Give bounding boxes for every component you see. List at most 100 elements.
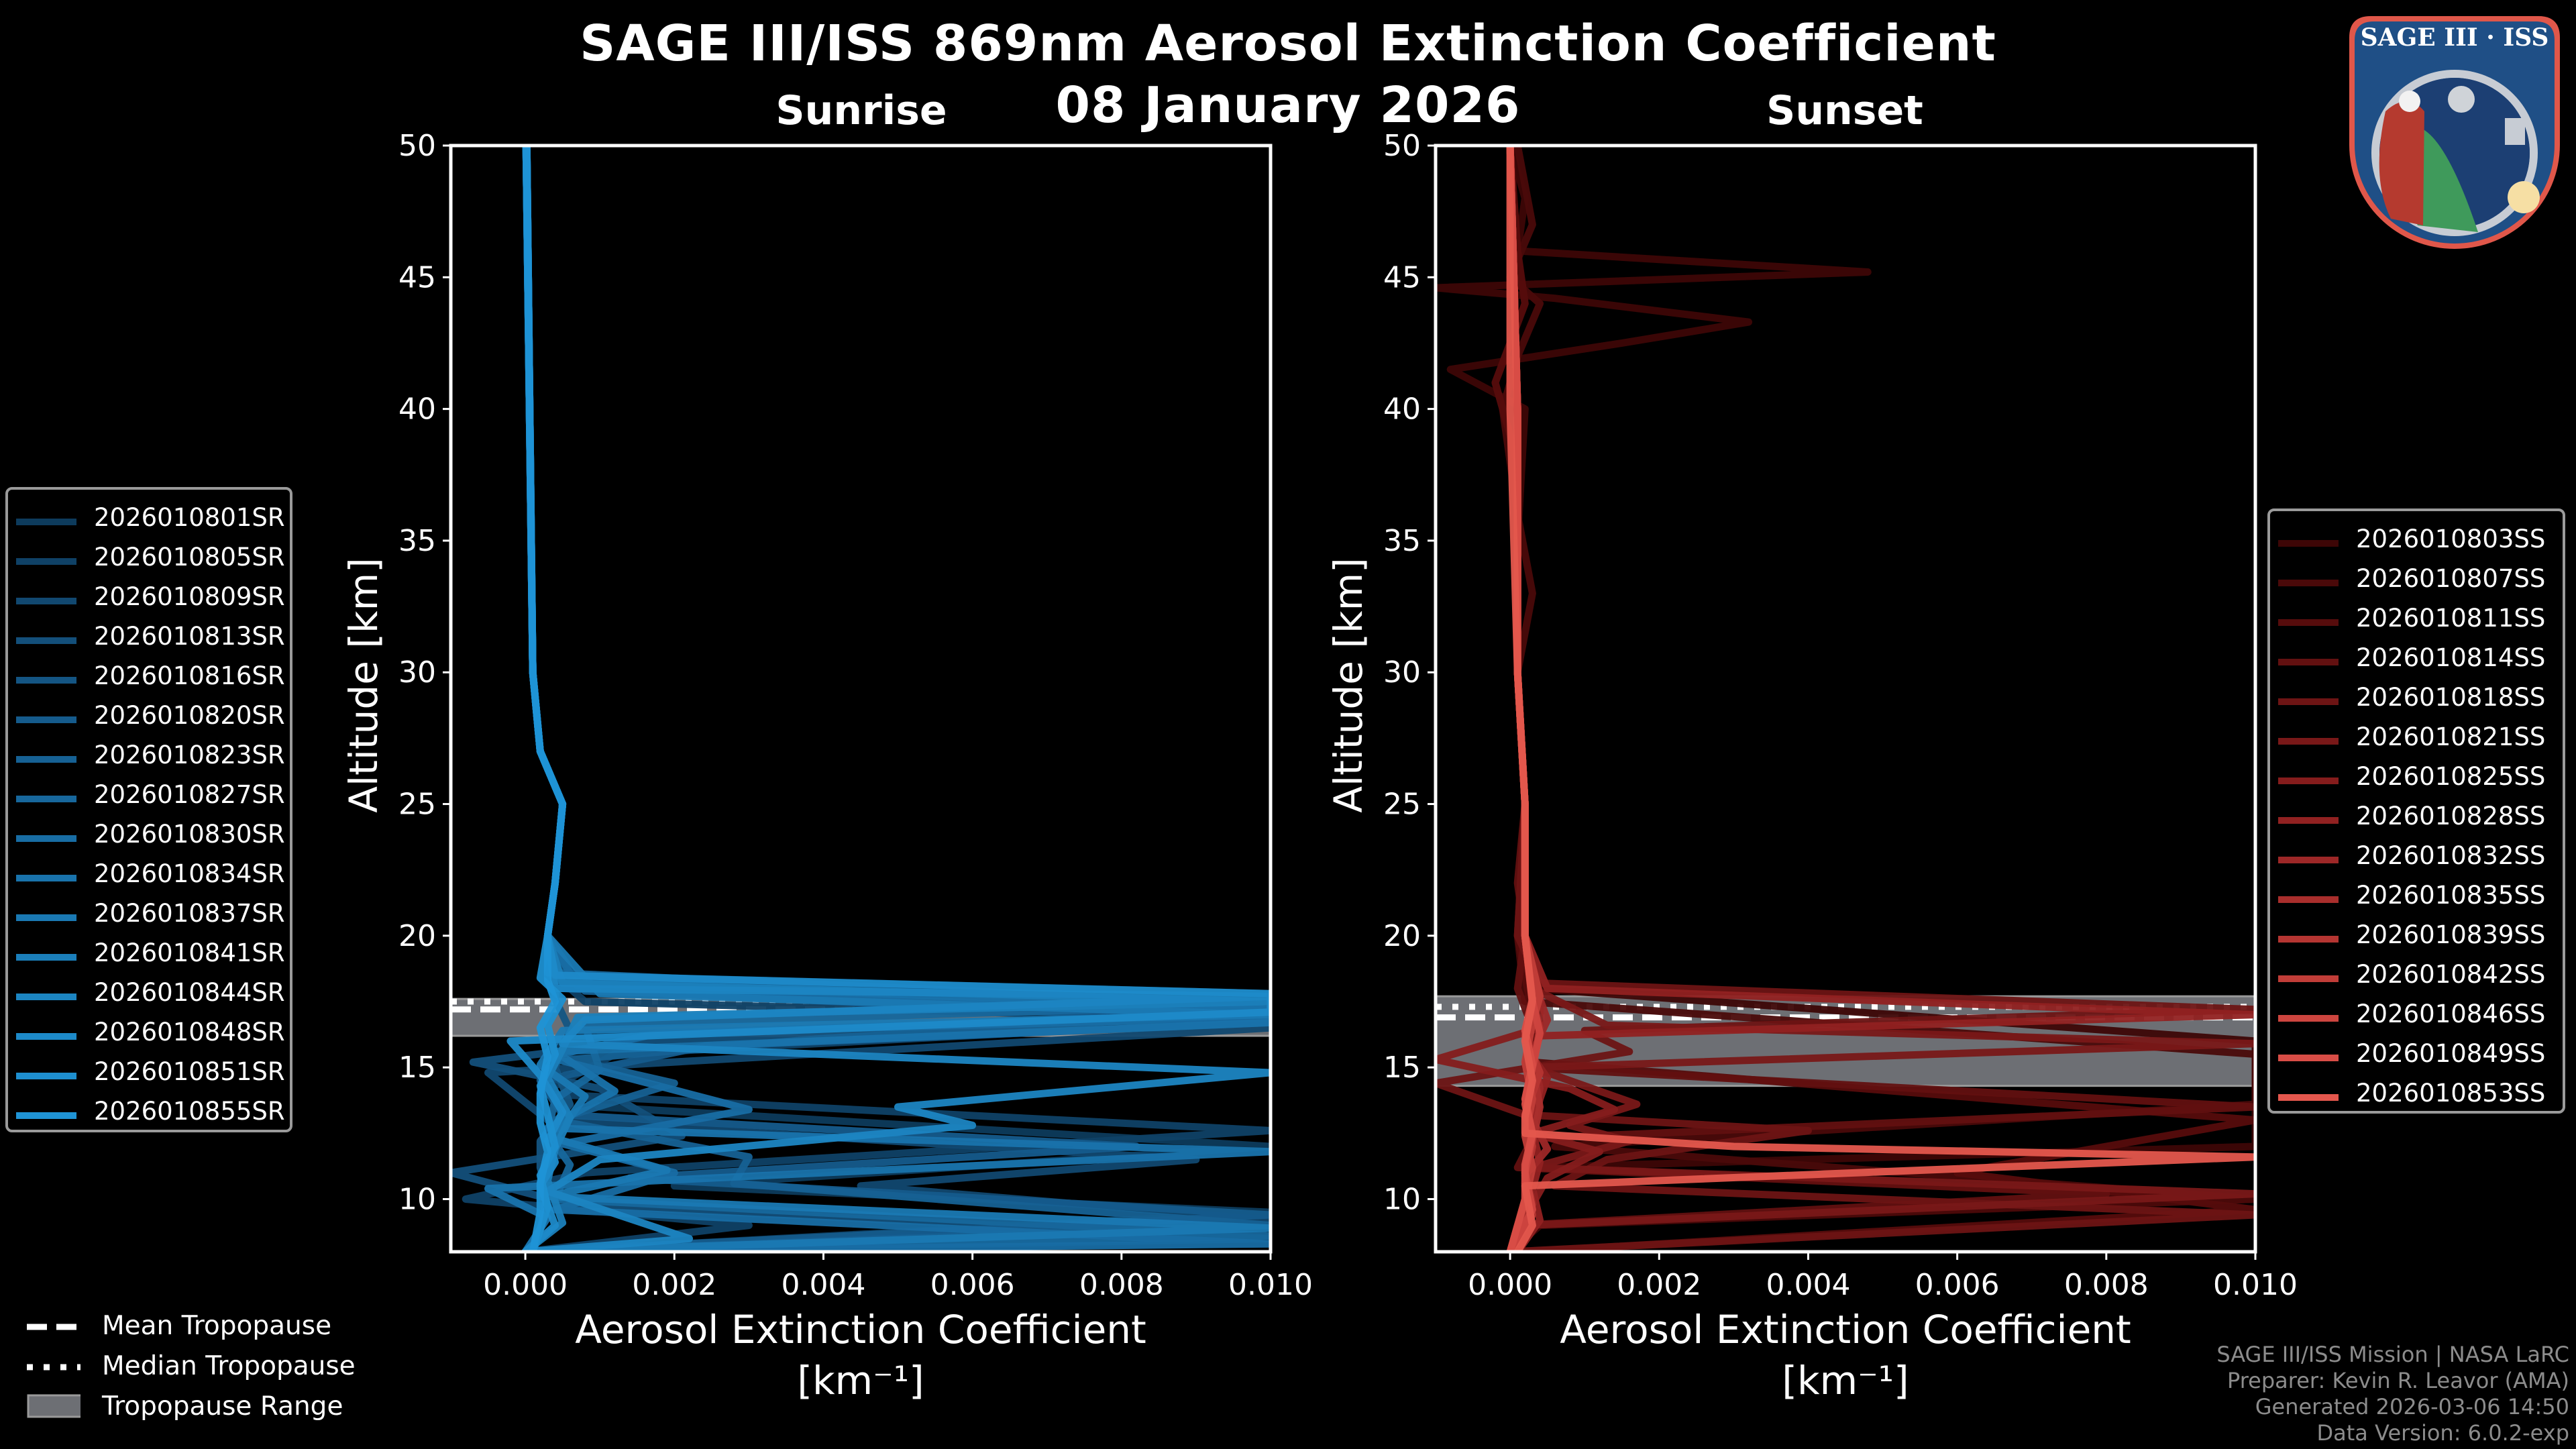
legend-item-median-tropopause: Median Tropopause — [20, 1348, 396, 1389]
x-tick-label: 0.010 — [1228, 1268, 1313, 1302]
legend-item: 2026010851SR — [8, 1056, 290, 1095]
iss-icon — [2505, 118, 2525, 145]
series-line-2026010855SR — [523, 146, 567, 1252]
legend-item: 2026010848SR — [8, 1016, 290, 1056]
legend-swatch — [2278, 540, 2339, 547]
legend-swatch — [2278, 738, 2339, 745]
legend-swatch — [16, 796, 76, 802]
dashed-line-icon — [27, 1324, 80, 1330]
y-tick-label: 40 — [398, 392, 436, 427]
y-tick-label: 25 — [1383, 788, 1421, 822]
legend-swatch — [2278, 580, 2339, 586]
legend-swatch — [2278, 975, 2339, 982]
legend-label: 2026010855SR — [94, 1097, 285, 1126]
sunset-legend: 2026010803SS 2026010807SS 2026010811SS 2026… — [2267, 508, 2565, 1114]
legend-item: 2026010823SR — [8, 739, 290, 779]
legend-label: 2026010832SS — [2356, 841, 2546, 870]
legend-swatch — [16, 558, 76, 565]
x-tick-label: 0.002 — [632, 1268, 716, 1302]
axes-frame — [1434, 144, 2257, 1254]
legend-label: 2026010818SS — [2356, 683, 2546, 712]
legend-item: 2026010839SS — [2270, 919, 2563, 959]
legend-item: 2026010842SS — [2270, 959, 2563, 998]
legend-label: 2026010849SS — [2356, 1039, 2546, 1068]
legend-label: 2026010844SR — [94, 978, 285, 1007]
legend-swatch — [2278, 698, 2339, 705]
legend-label: Mean Tropopause — [102, 1311, 332, 1341]
y-tick-label: 35 — [1383, 524, 1421, 558]
legend-label: 2026010814SS — [2356, 643, 2546, 672]
legend-item-tropopause-range: Tropopause Range — [20, 1389, 396, 1429]
legend-label: 2026010828SS — [2356, 802, 2546, 830]
legend-label: 2026010848SR — [94, 1018, 285, 1046]
y-tick-label: 35 — [398, 524, 436, 558]
legend-item: 2026010834SR — [8, 858, 290, 898]
legend-item: 2026010805SR — [8, 541, 290, 581]
legend-swatch — [16, 519, 76, 525]
plot-area — [451, 146, 1271, 1252]
legend-label: 2026010809SR — [94, 582, 285, 611]
legend-swatch — [2278, 1055, 2339, 1061]
legend-swatch — [2278, 777, 2339, 784]
legend-label: 2026010842SS — [2356, 960, 2546, 989]
legend-label: 2026010830SR — [94, 820, 285, 849]
y-tick-label: 45 — [1383, 260, 1421, 294]
legend-item: 2026010830SR — [8, 818, 290, 858]
legend-label: 2026010803SS — [2356, 525, 2546, 553]
legend-label: 2026010835SS — [2356, 881, 2546, 910]
y-tick-label: 15 — [398, 1051, 436, 1085]
x-tick-label: 0.006 — [930, 1268, 1015, 1302]
legend-item: 2026010827SR — [8, 779, 290, 818]
legend-swatch — [2278, 1094, 2339, 1101]
series-line-2026010844SR — [521, 146, 1271, 1252]
legend-label: 2026010846SS — [2356, 1000, 2546, 1028]
panel-title-sunrise: Sunrise — [775, 87, 947, 134]
legend-item: 2026010807SS — [2270, 563, 2563, 602]
x-tick-label: 0.000 — [483, 1268, 568, 1302]
legend-swatch — [2278, 936, 2339, 943]
legend-swatch — [2278, 659, 2339, 665]
plot-area — [1436, 146, 2255, 1252]
series-line-2026010853SS — [1506, 146, 2255, 1252]
legend-label: 2026010839SS — [2356, 920, 2546, 949]
legend-label: 2026010825SS — [2356, 762, 2546, 791]
sunrise-axes: 10 15 20 25 30 35 40 45 50 0.000 0.002 0.004 0.006 0.… — [341, 129, 1313, 1403]
legend-label: 2026010851SR — [94, 1057, 285, 1086]
legend-item: 2026010835SS — [2270, 879, 2563, 919]
moon-icon — [2448, 86, 2475, 113]
sunrise-legend: 2026010801SR 2026010805SR 2026010809SR 2026… — [5, 487, 292, 1132]
dotted-line-icon — [27, 1364, 80, 1371]
legend-swatch — [16, 677, 76, 684]
legend-item: 2026010828SS — [2270, 800, 2563, 840]
y-tick-label: 50 — [1383, 129, 1421, 163]
legend-swatch — [16, 1073, 76, 1079]
legend-label: 2026010841SR — [94, 938, 285, 967]
y-tick-label: 15 — [1383, 1051, 1421, 1085]
y-axis-label: Altitude [km] — [1326, 557, 1371, 812]
legend-item: 2026010846SS — [2270, 998, 2563, 1038]
credit-generated: Generated 2026-03-06 14:50 — [2255, 1394, 2569, 1419]
y-tick-label: 10 — [398, 1182, 436, 1216]
credit-version: Data Version: 6.0.2-exp — [2316, 1420, 2569, 1446]
legend-label: 2026010820SR — [94, 701, 285, 730]
legend-swatch — [16, 875, 76, 881]
credit-preparer: Preparer: Kevin R. Leavor (AMA) — [2226, 1368, 2569, 1393]
legend-label: 2026010834SR — [94, 859, 285, 888]
x-tick-label: 0.002 — [1617, 1268, 1701, 1302]
axes-frame — [449, 144, 1273, 1254]
legend-label: 2026010805SR — [94, 543, 285, 572]
legend-label: 2026010821SS — [2356, 722, 2546, 751]
panel-title-sunset: Sunset — [1766, 87, 1923, 134]
legend-item: 2026010816SR — [8, 660, 290, 700]
legend-item-mean-tropopause: Mean Tropopause — [20, 1308, 396, 1348]
credits: SAGE III/ISS Mission | NASA LaRC Prepare… — [2216, 1342, 2569, 1446]
legend-label: 2026010827SR — [94, 780, 285, 809]
legend-swatch — [16, 994, 76, 1000]
x-tick-label: 0.010 — [2213, 1268, 2298, 1302]
legend-label: 2026010807SS — [2356, 564, 2546, 593]
legend-label: 2026010853SS — [2356, 1079, 2546, 1108]
legend-item: 2026010820SR — [8, 700, 290, 739]
legend-label: 2026010816SR — [94, 661, 285, 690]
credit-mission: SAGE III/ISS Mission | NASA LaRC — [2216, 1342, 2569, 1367]
